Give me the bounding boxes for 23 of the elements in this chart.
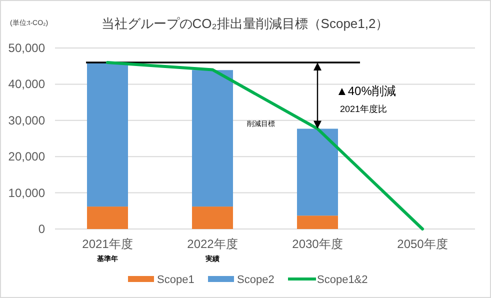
legend-label: Scope1 — [157, 274, 194, 286]
x-tick-label: 2022年度 — [187, 237, 238, 251]
y-tick-label: 50,000 — [8, 41, 46, 55]
bar — [192, 206, 233, 229]
y-tick-label: 40,000 — [8, 77, 46, 92]
annotation: ▲40%削減 — [336, 84, 396, 98]
annotation: 2021年度比 — [340, 104, 388, 114]
y-tick-label: 30,000 — [8, 113, 46, 128]
bar — [87, 62, 128, 207]
bar — [297, 216, 338, 229]
bar — [87, 206, 128, 229]
y-tick-label: 10,000 — [8, 186, 46, 200]
legend-label: Scope2 — [237, 274, 274, 286]
line-series — [106, 60, 424, 230]
x-tick-label: 2050年度 — [397, 237, 448, 251]
x-tick-label: 2030年度 — [292, 237, 343, 251]
chart-title: 当社グループのCO₂排出量削減目標（Scope1,2） — [101, 16, 389, 31]
legend-label: Scope1&2 — [317, 274, 368, 286]
y-tick-label: 20,000 — [8, 150, 46, 164]
x-tick-label: 2021年度 — [82, 237, 133, 251]
y-tick-label: 0 — [38, 222, 46, 236]
bar — [297, 128, 338, 216]
bar — [192, 70, 233, 207]
